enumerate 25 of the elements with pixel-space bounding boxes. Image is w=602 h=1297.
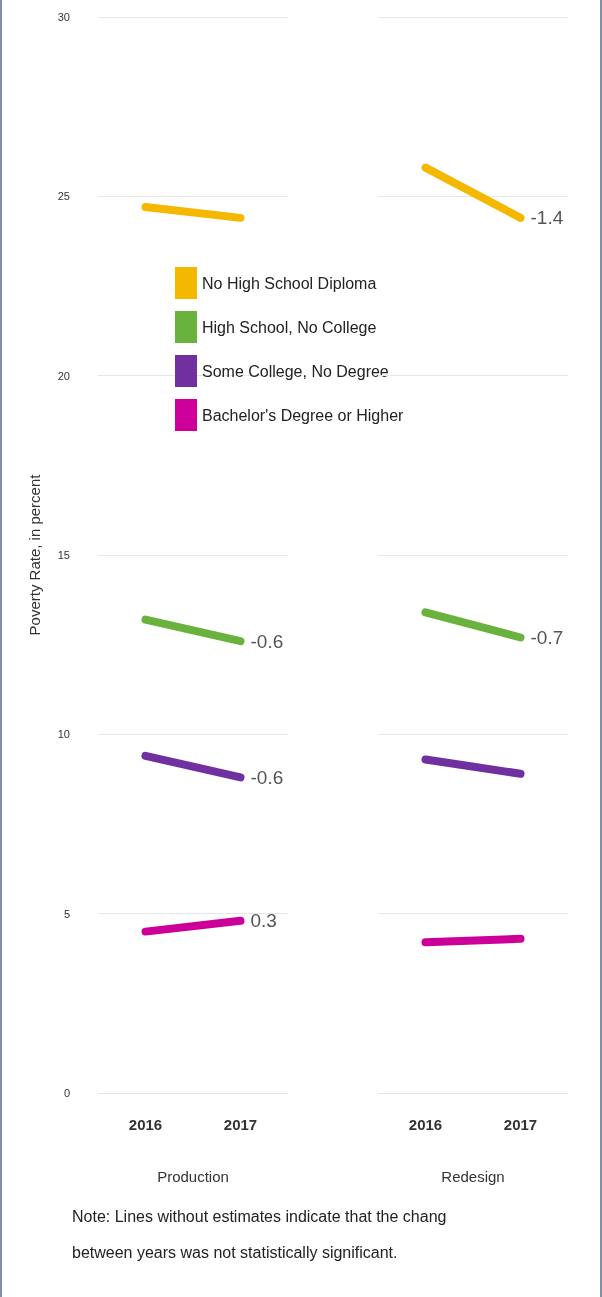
annotation: -1.4	[530, 207, 564, 229]
x-tick-label: 2016	[128, 1116, 163, 1133]
y-axis-title: Poverty Rate, in percent	[26, 473, 43, 636]
annotation: -0.6	[250, 766, 284, 788]
y-tick-label: 25	[57, 190, 70, 203]
y-tick-label: 10	[57, 728, 70, 741]
y-tick-label: 15	[57, 549, 70, 561]
legend-label: High School, No College	[202, 318, 377, 336]
legend-label: Some College, No Degree	[202, 362, 389, 380]
annotation: 0.3	[250, 910, 277, 932]
x-axis-title: Redesign	[441, 1168, 505, 1185]
x-tick-label: 2017	[503, 1116, 538, 1133]
legend-label: Bachelor's Degree or Higher	[202, 406, 405, 424]
annotation: -0.7	[530, 626, 564, 648]
x-tick-label: 2017	[223, 1116, 258, 1133]
y-tick-label: 20	[57, 369, 70, 382]
y-tick-label: 30	[57, 11, 70, 23]
text: Note: Lines without estimates indicate that the chang	[72, 1207, 447, 1225]
annotation: -0.6	[250, 630, 284, 652]
y-tick-label: 0	[63, 1087, 70, 1099]
x-axis-title: Production	[157, 1168, 229, 1185]
text: between years was not statistically significant.	[72, 1243, 398, 1261]
y-tick-label: 5	[63, 907, 70, 920]
x-tick-label: 2016	[408, 1116, 443, 1133]
legend-label: No High School Diploma	[202, 274, 377, 292]
